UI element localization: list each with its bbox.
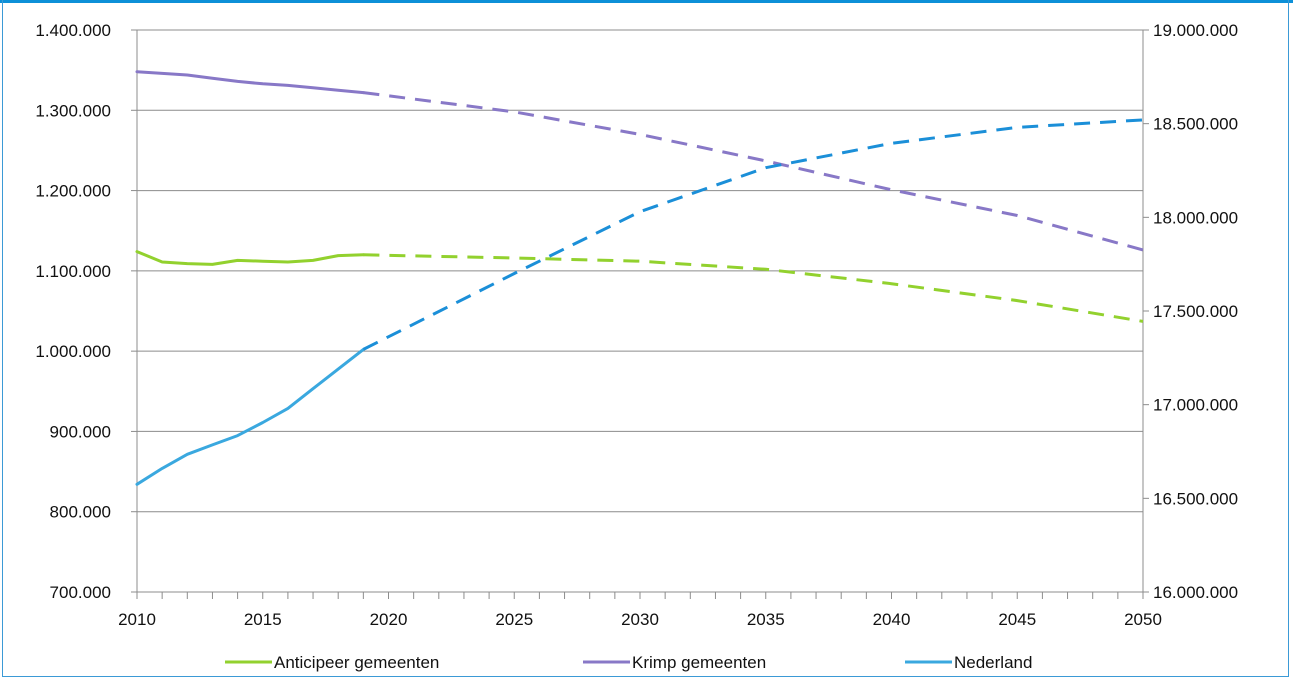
y-right-tick-label: 17.000.000 bbox=[1153, 396, 1238, 415]
y-right-tick-label: 18.500.000 bbox=[1153, 115, 1238, 134]
y-right-tick-label: 18.000.000 bbox=[1153, 208, 1238, 227]
x-tick-label: 2020 bbox=[370, 610, 408, 629]
x-tick-label: 2050 bbox=[1124, 610, 1162, 629]
series-projection-krimp-gemeenten bbox=[363, 91, 1144, 252]
top-border bbox=[0, 0, 1293, 3]
legend: Anticipeer gemeenten Krimp gemeenten Neder… bbox=[225, 653, 1032, 672]
y-left-tick-label: 1.000.000 bbox=[35, 342, 111, 361]
x-tick-label: 2040 bbox=[873, 610, 911, 629]
legend-label: Nederland bbox=[954, 653, 1032, 672]
series-line-krimp-gemeenten bbox=[135, 70, 365, 95]
y-left-tick-label: 800.000 bbox=[50, 503, 111, 522]
x-tick-labels: 2010 2015 2020 2025 2030 2035 2040 2045 2050 bbox=[118, 610, 1162, 629]
series-line-anticipeer-gemeenten bbox=[135, 250, 365, 266]
series-lines bbox=[135, 70, 1144, 486]
y-right-tick-label: 19.000.000 bbox=[1153, 21, 1238, 40]
x-tick-label: 2045 bbox=[998, 610, 1036, 629]
right-y-tick-labels: 16.000.000 16.500.000 17.000.000 17.500.000… bbox=[1153, 21, 1238, 602]
y-right-tick-label: 16.500.000 bbox=[1153, 489, 1238, 508]
y-right-tick-label: 16.000.000 bbox=[1153, 583, 1238, 602]
series-projection-nederland bbox=[362, 118, 1144, 351]
x-tick-label: 2025 bbox=[495, 610, 533, 629]
x-tick-label: 2030 bbox=[621, 610, 659, 629]
series-line-nederland bbox=[135, 347, 365, 486]
legend-label: Krimp gemeenten bbox=[632, 653, 766, 672]
y-left-tick-label: 1.300.000 bbox=[35, 101, 111, 120]
y-left-tick-label: 1.400.000 bbox=[35, 21, 111, 40]
series-projection-anticipeer-gemeenten bbox=[363, 253, 1144, 323]
x-tick-label: 2035 bbox=[747, 610, 785, 629]
y-left-tick-label: 1.100.000 bbox=[35, 262, 111, 281]
x-tick-label: 2015 bbox=[244, 610, 282, 629]
y-right-tick-label: 17.500.000 bbox=[1153, 302, 1238, 321]
left-y-tick-labels: 700.000 800.000 900.000 1.000.000 1.100.000 1… bbox=[35, 21, 111, 602]
y-left-tick-label: 900.000 bbox=[50, 422, 111, 441]
legend-label: Anticipeer gemeenten bbox=[274, 653, 439, 672]
gridlines bbox=[137, 29, 1143, 513]
y-left-tick-label: 700.000 bbox=[50, 583, 111, 602]
axes bbox=[131, 29, 1149, 599]
x-tick-label: 2010 bbox=[118, 610, 156, 629]
y-left-tick-label: 1.200.000 bbox=[35, 182, 111, 201]
